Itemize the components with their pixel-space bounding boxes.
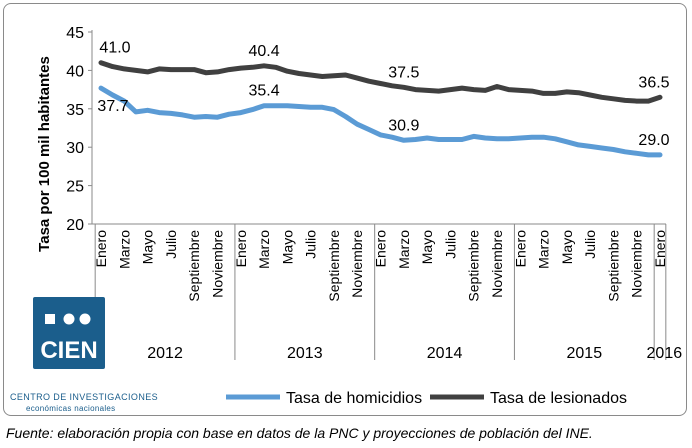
x-month-label: Marzo xyxy=(256,230,272,269)
y-tick-label: 40 xyxy=(66,63,84,80)
x-year-label: 2014 xyxy=(427,345,463,362)
x-year-label: 2012 xyxy=(147,345,183,362)
x-month-label: Septiembre xyxy=(326,230,342,302)
legend-label-lesionados: Tasa de lesionados xyxy=(490,390,627,407)
x-month-label: Enero xyxy=(93,230,109,268)
x-month-label: Septiembre xyxy=(186,230,202,302)
cien-logo: CIEN xyxy=(33,297,105,369)
x-month-label: Septiembre xyxy=(605,230,621,302)
lesionados-line xyxy=(98,60,663,104)
x-month-label: Julio xyxy=(163,230,179,259)
x-month-label: Mayo xyxy=(279,230,295,264)
logo-squares-icon xyxy=(45,313,91,325)
x-month-label: Marzo xyxy=(396,230,412,269)
x-month-label: Marzo xyxy=(116,230,132,269)
x-month-label: Julio xyxy=(582,230,598,259)
x-month-label: Septiembre xyxy=(466,230,482,302)
line-chart: 20 25 30 35 40 45 Tasa por 100 mil habitantes E… xyxy=(36,25,683,407)
data-label: 29.0 xyxy=(638,132,669,149)
org-subtitle: económicas nacionales xyxy=(26,404,116,413)
x-month-label: Julio xyxy=(303,230,319,259)
y-tick-label: 25 xyxy=(66,179,84,196)
y-tick-label: 45 xyxy=(66,25,84,42)
x-month-label: Enero xyxy=(373,230,389,268)
data-label: 36.5 xyxy=(638,74,669,91)
data-label: 30.9 xyxy=(388,117,419,134)
y-tick-label: 35 xyxy=(66,102,84,119)
x-month-label: Noviembre xyxy=(489,230,505,298)
x-month-label: Noviembre xyxy=(209,230,225,298)
data-label: 41.0 xyxy=(99,40,130,57)
y-tick-label: 20 xyxy=(66,217,84,234)
data-label: 37.7 xyxy=(97,98,128,115)
chart-frame xyxy=(3,3,687,416)
x-month-label: Julio xyxy=(442,230,458,259)
x-year-label: 2013 xyxy=(287,345,323,362)
x-year-label: 2015 xyxy=(567,345,603,362)
x-month-label: Enero xyxy=(652,230,668,268)
homicidios-line xyxy=(98,85,663,158)
logo-text: CIEN xyxy=(40,337,98,364)
x-month-label: Mayo xyxy=(559,230,575,264)
x-month-label: Mayo xyxy=(419,230,435,264)
data-label: 40.4 xyxy=(248,43,279,60)
x-month-label: Noviembre xyxy=(349,230,365,298)
data-label: 37.5 xyxy=(388,64,419,81)
y-tick-label: 30 xyxy=(66,140,84,157)
y-axis-title: Tasa por 100 mil habitantes xyxy=(36,56,53,252)
legend-label-homicidios: Tasa de homicidios xyxy=(286,390,422,407)
x-month-label: Enero xyxy=(512,230,528,268)
org-name: CENTRO DE INVESTIGACIONES xyxy=(10,392,159,402)
source-caption: Fuente: elaboración propia con base en d… xyxy=(6,425,593,441)
x-year-label: 2016 xyxy=(647,345,683,362)
x-month-label: Noviembre xyxy=(629,230,645,298)
x-month-label: Marzo xyxy=(536,230,552,269)
x-month-label: Mayo xyxy=(140,230,156,264)
data-label: 35.4 xyxy=(248,83,279,100)
x-month-label: Enero xyxy=(233,230,249,268)
